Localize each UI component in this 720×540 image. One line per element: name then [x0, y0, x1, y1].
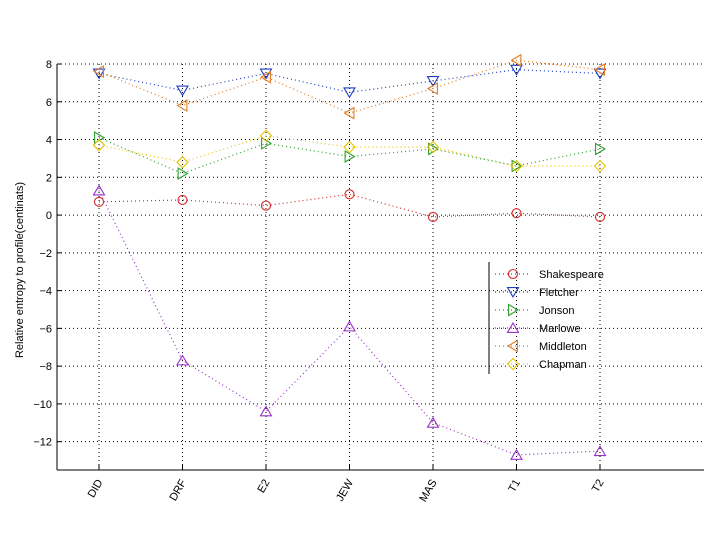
data-point-fletcher	[176, 85, 189, 97]
data-point-middleton	[426, 82, 438, 96]
data-point-middleton	[176, 99, 188, 113]
x-tick-label: MAS	[417, 478, 439, 505]
x-tick-label: T1	[506, 478, 523, 495]
legend: Shakespeare Fletcher Jonson Marlowe Middleto…	[488, 262, 604, 374]
data-point-marlowe	[259, 405, 273, 417]
grid	[57, 63, 704, 470]
data-point-marlowe	[510, 448, 523, 460]
data-point-jonson	[344, 150, 356, 163]
x-tick-label: T2	[590, 478, 607, 495]
data-point-chapman	[593, 159, 607, 173]
y-tick-label: −8	[39, 361, 52, 373]
data-point-fletcher	[343, 87, 356, 99]
data-point-chapman	[259, 129, 273, 143]
data-point-middleton	[343, 106, 355, 120]
data-point-fletcher	[426, 76, 440, 88]
y-tick-label: −10	[33, 399, 52, 411]
legend-label-fletcher: Fletcher	[539, 287, 579, 299]
data-point-middleton	[593, 63, 605, 77]
legend-label-jonson: Jonson	[539, 305, 574, 317]
data-point-chapman	[426, 140, 440, 154]
data-point-jonson	[511, 159, 523, 173]
y-tick-label: −6	[39, 323, 52, 335]
y-tick-label: −12	[33, 437, 52, 449]
x-tick-label: DRF	[167, 477, 189, 503]
legend-marker-jonson	[508, 303, 520, 317]
axes: 8 6 4 2 0 −2 −4 −6 −8 −10 −12 DID DRF E2 JEW MAS T1 T2	[33, 59, 704, 504]
data-point-jonson	[177, 167, 189, 180]
legend-label-chapman: Chapman	[539, 359, 587, 371]
legend-marker-marlowe	[506, 321, 520, 333]
data-point-shakespeare	[344, 189, 355, 200]
data-point-chapman	[176, 155, 189, 169]
data-point-shakespeare	[427, 211, 439, 223]
data-point-middleton	[92, 65, 104, 79]
y-tick-label: 8	[46, 59, 52, 71]
y-tick-label: 2	[46, 172, 52, 184]
series-line-jonson	[98, 137, 601, 175]
series-line-middleton	[98, 59, 601, 114]
data-point-middleton	[259, 70, 271, 84]
series-line-shakespeare	[98, 193, 601, 218]
x-tick-label: E2	[255, 478, 272, 496]
data-point-jonson	[595, 142, 607, 156]
y-tick-label: −2	[39, 248, 52, 260]
y-tick-label: −4	[39, 286, 52, 298]
data-point-marlowe	[92, 184, 106, 196]
legend-marker-fletcher	[506, 287, 520, 299]
legend-marker-shakespeare	[507, 268, 519, 280]
y-tick-label: 6	[46, 97, 52, 109]
data-point-shakespeare	[260, 200, 272, 211]
data-point-marlowe	[176, 354, 189, 366]
legend-label-shakespeare: Shakespeare	[539, 269, 604, 281]
data-point-fletcher	[259, 68, 273, 80]
series-line-fletcher	[98, 69, 601, 93]
series-lines	[98, 59, 601, 456]
data-point-shakespeare	[511, 208, 522, 219]
data-point-marlowe	[343, 320, 356, 332]
data-point-chapman	[92, 138, 106, 152]
legend-marker-middleton	[506, 339, 518, 353]
data-point-marlowe	[593, 445, 607, 457]
data-point-fletcher	[510, 64, 523, 76]
x-tick-label: DID	[86, 477, 106, 499]
y-axis-label: Relative entropy to profile(centinats)	[14, 182, 26, 358]
data-point-middleton	[510, 53, 522, 67]
data-point-marlowe	[426, 416, 440, 428]
data-point-chapman	[343, 140, 356, 154]
legend-label-middleton: Middleton	[539, 341, 587, 353]
data-point-shakespeare	[594, 211, 606, 223]
x-tick-label: JEW	[334, 477, 356, 504]
legend-label-marlowe: Marlowe	[539, 323, 581, 335]
legend-marker-chapman	[506, 357, 520, 371]
series-line-marlowe	[98, 190, 601, 456]
series-markers	[92, 53, 607, 460]
data-point-chapman	[510, 159, 523, 173]
data-point-shakespeare	[177, 194, 188, 206]
y-tick-label: 0	[46, 210, 52, 222]
y-tick-label: 4	[46, 135, 52, 147]
data-point-shakespeare	[93, 196, 105, 207]
